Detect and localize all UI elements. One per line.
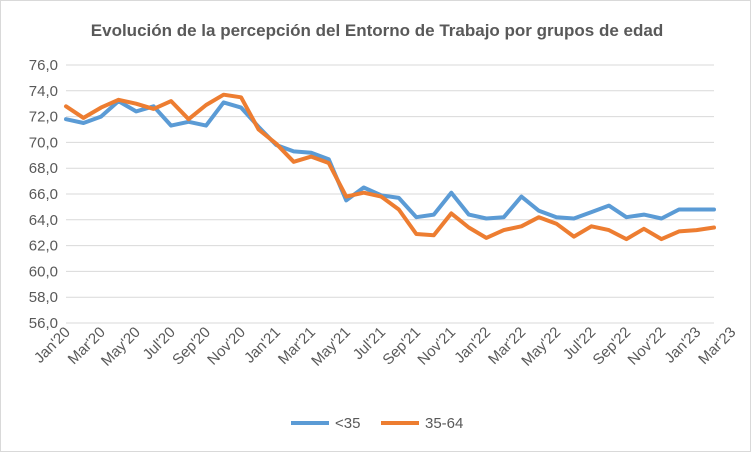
x-tick-label: Sep'22	[590, 324, 635, 369]
y-tick-label: 64,0	[29, 212, 58, 229]
y-tick-label: 56,0	[29, 315, 58, 332]
x-tick-label: May'21	[308, 324, 354, 370]
x-tick-label: Sep'20	[169, 324, 214, 369]
x-tick-label: May'20	[98, 324, 144, 370]
y-tick-label: 72,0	[29, 109, 58, 126]
x-tick-label: Nov'22	[625, 324, 670, 369]
legend-label-1: 35-64	[425, 415, 463, 432]
legend: <35 35-64	[291, 415, 463, 432]
x-tick-label: Mar'23	[695, 324, 739, 368]
legend-label-0: <35	[335, 415, 360, 432]
x-tick-label: Nov'21	[414, 324, 459, 369]
y-tick-label: 68,0	[29, 160, 58, 177]
line-chart: Evolución de la percepción del Entorno d…	[1, 1, 751, 453]
x-tick-label: Sep'21	[379, 324, 424, 369]
x-tick-label: May'22	[518, 324, 564, 370]
y-axis-ticks: 56,0 58,0 60,0 62,0 64,0 66,0 68,0 70,0 72,0 74,0…	[29, 57, 58, 332]
y-tick-label: 60,0	[29, 263, 58, 280]
x-axis-ticks: Jan'20Mar'20May'20Jul'20Sep'20Nov'20Jan'…	[31, 324, 739, 370]
y-tick-label: 74,0	[29, 83, 58, 100]
x-tick-label: Jan'22	[451, 324, 494, 367]
y-tick-label: 62,0	[29, 238, 58, 255]
chart-frame: Evolución de la percepción del Entorno d…	[0, 0, 751, 452]
y-tick-label: 70,0	[29, 134, 58, 151]
x-tick-label: Jan'21	[241, 324, 284, 367]
x-tick-label: Nov'20	[204, 324, 249, 369]
y-tick-label: 66,0	[29, 186, 58, 203]
y-tick-label: 58,0	[29, 289, 58, 306]
y-tick-label: 76,0	[29, 57, 58, 74]
x-tick-label: Jan'23	[661, 324, 704, 367]
chart-title: Evolución de la percepción del Entorno d…	[91, 21, 663, 40]
